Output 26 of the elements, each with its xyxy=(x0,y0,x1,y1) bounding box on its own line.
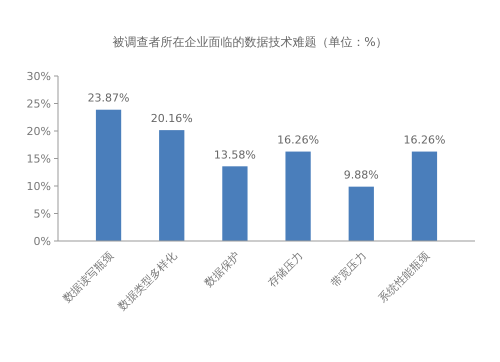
y-tick-label: 20% xyxy=(26,124,51,138)
bar xyxy=(412,152,438,241)
bar xyxy=(285,152,311,241)
y-tick-label: 30% xyxy=(26,70,51,83)
y-tick-label: 25% xyxy=(26,97,51,110)
x-tick-label: 存储压力 xyxy=(265,249,306,290)
y-tick-label: 5% xyxy=(34,207,51,220)
x-tick-label: 数据类型多样化 xyxy=(116,249,180,314)
bar xyxy=(348,186,374,241)
x-tick-label: 带宽压力 xyxy=(328,249,369,290)
data-label: 16.26% xyxy=(403,134,446,147)
data-label: 13.58% xyxy=(214,148,256,162)
x-tick-label: 数据保护 xyxy=(202,249,242,290)
x-tick-label: 数据读写瓶颈 xyxy=(60,249,116,306)
y-tick-label: 10% xyxy=(26,180,51,193)
bar xyxy=(96,110,122,241)
x-tick-label: 系统性能瓶颈 xyxy=(376,249,432,306)
bar xyxy=(222,166,248,241)
chart-title: 被调查者所在企业面临的数据技术难题（单位：%） xyxy=(112,35,388,49)
y-tick-label: 15% xyxy=(26,152,51,166)
bar xyxy=(159,130,184,241)
data-label: 16.26% xyxy=(277,134,320,147)
data-label: 23.87% xyxy=(88,92,130,105)
data-label: 20.16% xyxy=(150,112,193,126)
data-label: 9.88% xyxy=(344,168,379,182)
y-tick-label: 0% xyxy=(34,234,51,248)
